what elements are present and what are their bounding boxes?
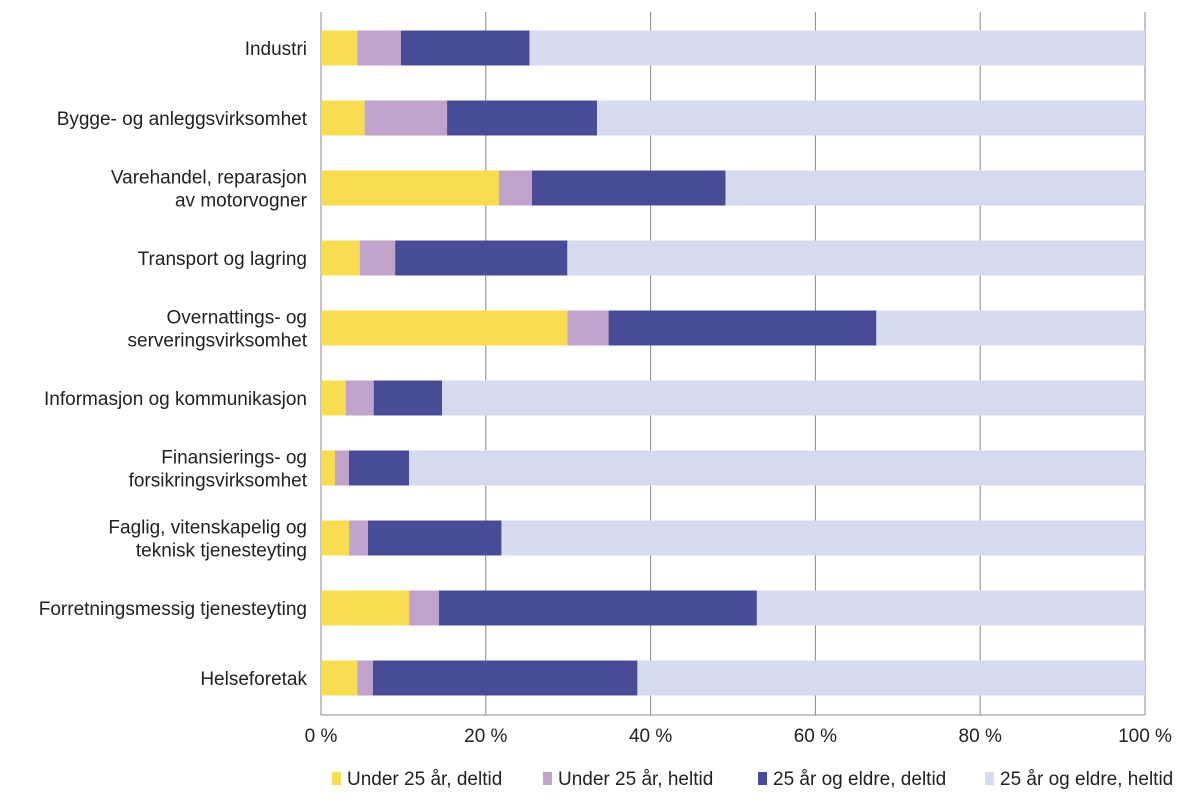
bar-segment <box>567 310 609 346</box>
bar-segment <box>372 660 638 696</box>
category-label: teknisk tjenesteyting <box>136 541 307 562</box>
bar-segment <box>400 30 530 66</box>
bar-segment <box>349 520 368 556</box>
bar-segment <box>321 520 350 556</box>
bar-segment <box>321 240 360 276</box>
bar-segment <box>409 450 1146 486</box>
category-label: forsikringsvirksomhet <box>129 471 308 492</box>
category-label: Informasjon og kommunikasjon <box>44 389 307 410</box>
bar-segment <box>364 100 448 136</box>
bar-segment <box>373 380 443 416</box>
bar-segment <box>876 310 1145 346</box>
category-label: serveringsvirksomhet <box>128 331 308 352</box>
bar-segment <box>395 240 568 276</box>
bar-segment <box>357 660 373 696</box>
legend-item: 25 år og eldre, deltid <box>758 769 946 790</box>
category-label: Bygge- og anleggsvirksomhet <box>57 109 308 130</box>
bar-segment <box>357 30 401 66</box>
legend-swatch <box>758 772 767 785</box>
bar-segment <box>438 590 757 626</box>
category-label: av motorvogner <box>175 191 308 212</box>
bar-segment <box>498 170 532 206</box>
legend-swatch <box>543 772 552 785</box>
bar-segment <box>321 170 499 206</box>
bar-segment <box>637 660 1145 696</box>
bar-segment <box>501 520 1145 556</box>
x-tick-label: 80 % <box>959 726 1002 747</box>
bar-segment <box>597 100 1145 136</box>
bar-segment <box>321 590 410 626</box>
bar-segment <box>335 450 350 486</box>
legend-label: Under 25 år, heltid <box>558 769 713 790</box>
x-tick-label: 60 % <box>794 726 837 747</box>
bar-segment <box>321 380 346 416</box>
bar-segment <box>725 170 1145 206</box>
x-tick-label: 40 % <box>629 726 672 747</box>
bar-segment <box>345 380 374 416</box>
category-label: Faglig, vitenskapelig og <box>108 518 307 539</box>
bar-segment <box>531 170 726 206</box>
category-label: Helseforetak <box>200 669 307 690</box>
bar-segment <box>447 100 598 136</box>
bar-segment <box>409 590 439 626</box>
bar-segment <box>442 380 1145 416</box>
legend-swatch <box>985 772 994 785</box>
bar-segment <box>608 310 877 346</box>
category-label: Forretningsmessig tjenesteyting <box>39 599 307 620</box>
bar-segment <box>529 30 1145 66</box>
bar-segment <box>367 520 502 556</box>
legend-item: 25 år og eldre, heltid <box>985 769 1173 790</box>
bar-segment <box>567 240 1145 276</box>
bar-segment <box>321 30 358 66</box>
category-label: Transport og lagring <box>138 249 307 270</box>
x-tick-label: 20 % <box>464 726 507 747</box>
bar-segment <box>321 450 336 486</box>
x-tick-label: 0 % <box>305 726 338 747</box>
legend-label: 25 år og eldre, deltid <box>773 769 946 790</box>
legend-swatch <box>332 772 341 785</box>
category-label: Overnattings- og <box>167 308 307 329</box>
category-label: Varehandel, reparasjon <box>111 168 307 189</box>
legend-label: Under 25 år, deltid <box>347 769 502 790</box>
legend-item: Under 25 år, heltid <box>543 769 713 790</box>
bar-segment <box>321 100 365 136</box>
bar-segment <box>321 310 568 346</box>
bar-segment <box>321 660 358 696</box>
legend-item: Under 25 år, deltid <box>332 769 502 790</box>
bar-segment <box>359 240 396 276</box>
bar-segment <box>756 590 1145 626</box>
bar-segment <box>349 450 410 486</box>
x-tick-label: 100 % <box>1118 726 1172 747</box>
category-label: Industri <box>245 39 307 60</box>
category-label: Finansierings- og <box>161 448 307 469</box>
legend-label: 25 år og eldre, heltid <box>1000 769 1173 790</box>
